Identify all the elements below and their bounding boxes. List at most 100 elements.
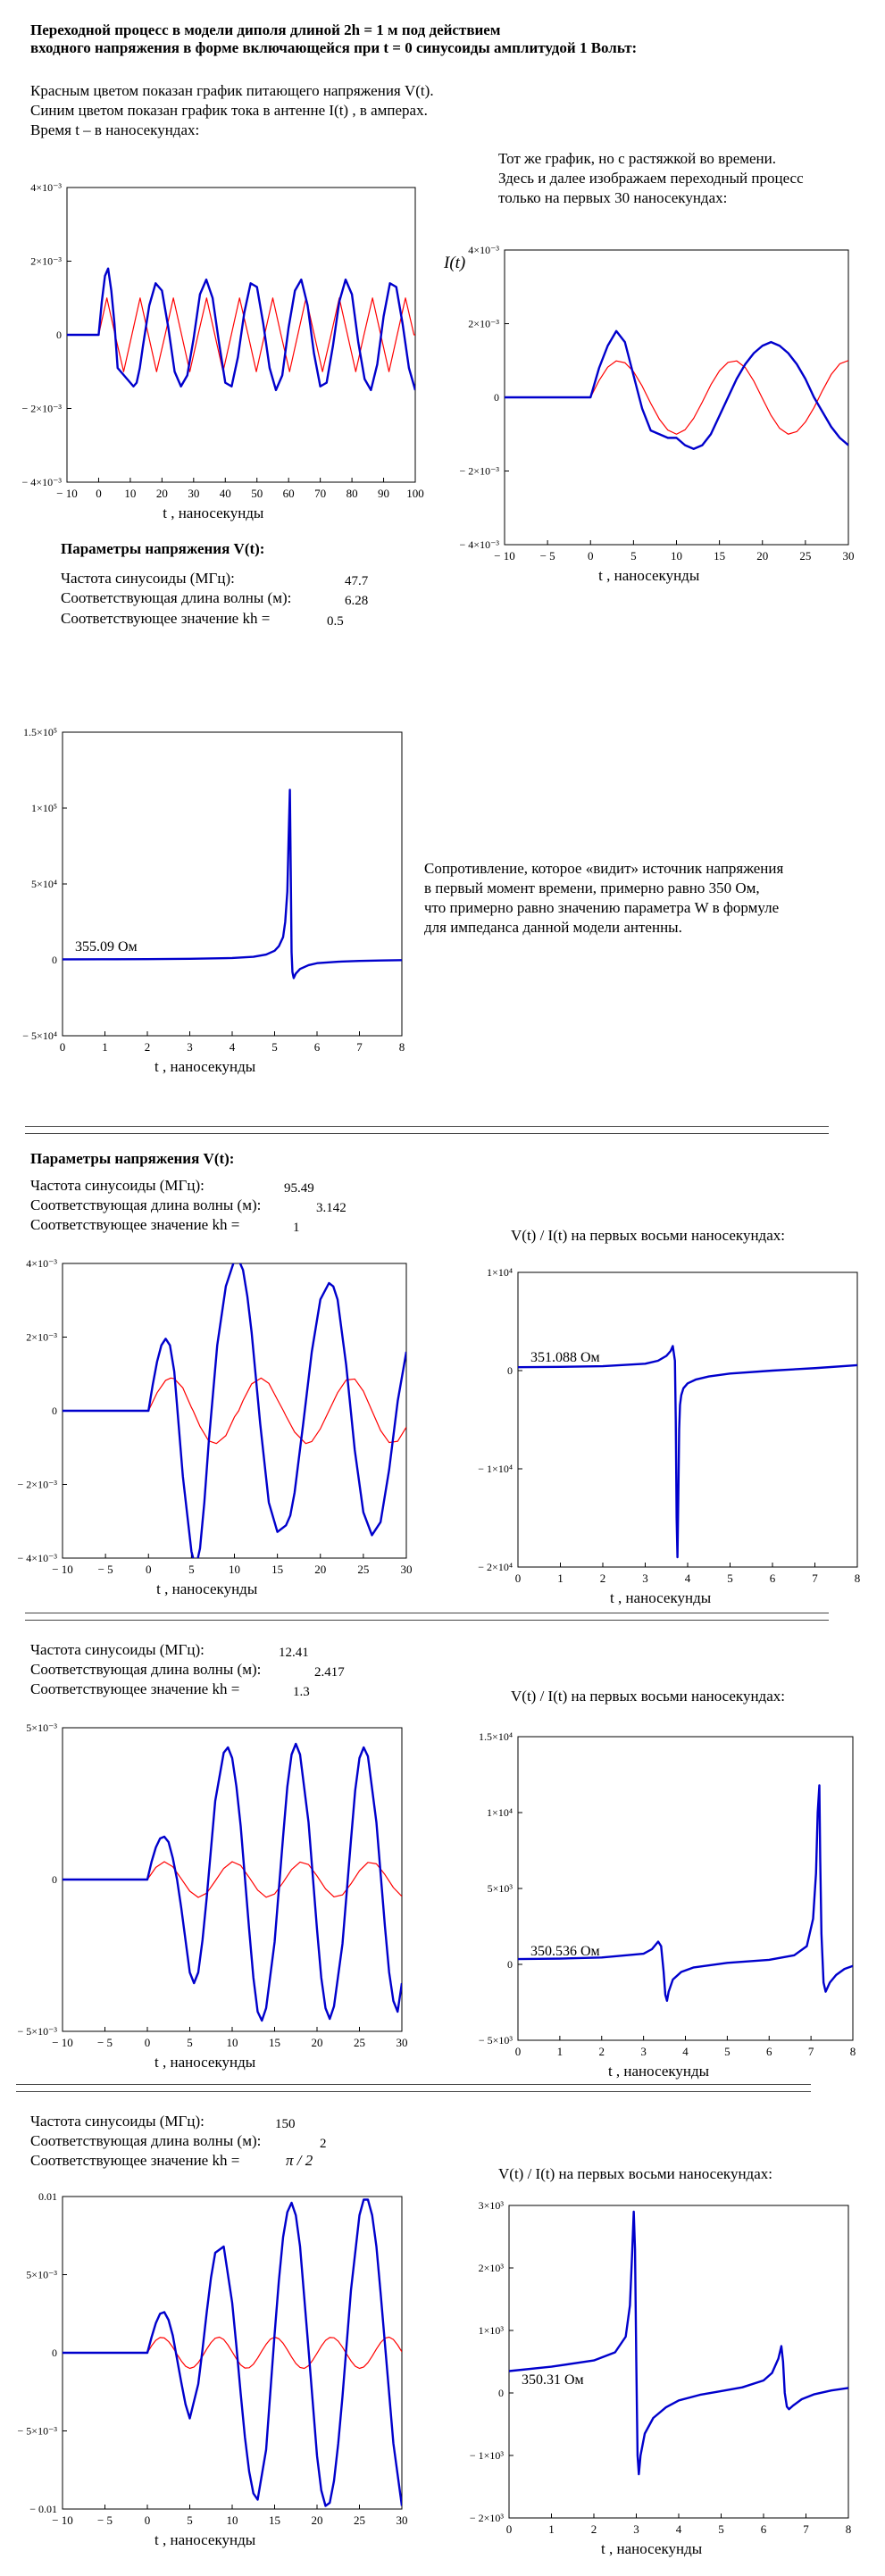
section4-ratio-caption: V(t) / I(t) на первых восьми наносекунда… [498,2165,772,2182]
section2-ratio-caption: V(t) / I(t) на первых восьми наносекунда… [511,1227,785,1244]
side-note-line2: Здесь и далее изображаем переходный проц… [498,170,804,187]
x-tick-label: 20 [312,2513,323,2527]
section2-wave-label: Соответствующая длина волны (м): [30,1196,262,1213]
x-tick-label: 0 [515,2045,522,2058]
section3-freq-value: 12.41 [279,1646,309,1660]
x-tick-label: − 10 [52,1563,73,1576]
section2-kh-label: Соответствующее значение kh = [30,1216,240,1233]
x-tick-label: 8 [846,2522,852,2536]
y-tick-label: − 2×10⁻³ [18,1479,58,1491]
x-tick-label: 1 [557,1571,564,1585]
x-tick-label: 30 [188,487,199,500]
x-tick-label: 70 [314,487,326,500]
section2-wave-value: 3.142 [316,1201,346,1215]
section1-kh-label: Соответствующее значение kh = [61,610,271,627]
x-tick-label: 7 [803,2522,809,2536]
x-tick-label: 30 [397,2513,408,2527]
x-tick-label: 20 [314,1563,326,1576]
x-tick-label: 20 [156,487,168,500]
intro-time-line: Время t – в наносекундах: [30,121,200,138]
voltage-series-line [63,2336,402,2370]
x-tick-label: 2 [145,1040,151,1054]
x-tick-label: 80 [346,487,358,500]
x-tick-label: 25 [354,2036,365,2049]
plot-frame [62,731,403,1037]
y-tick-label: 0 [56,329,62,341]
x-tick-label: 90 [378,487,389,500]
x-tick-label: 60 [283,487,295,500]
x-tick-label: 2 [599,2045,605,2058]
page-title-line1: Переходной процесс в модели диполя длино… [30,21,501,38]
divider [16,2091,811,2092]
x-tick-label: 0 [145,2036,151,2049]
y-tick-label: − 5×10⁻³ [18,2425,58,2438]
intro-blue-line: Синим цветом показан график тока в антен… [30,102,428,119]
y-tick-label: 2×10³ [479,2262,505,2274]
y-tick-label: 5×10³ [488,1882,513,1895]
impedance-annotation: 351.088 Ом [530,1350,600,1365]
x-tick-label: 10 [671,549,682,563]
x-axis-label: t , наносекунды [598,567,700,584]
x-tick-label: 8 [399,1040,405,1054]
y-tick-label: 5×10⁻³ [26,1722,57,1734]
x-tick-label: 0 [145,2513,151,2527]
y-tick-label: 4×10⁻³ [26,1257,57,1270]
plot-frame [517,1736,854,2041]
x-tick-label: 0 [506,2522,513,2536]
chart-current-kh-pi-2: − 10 − 5 0 5 10 15 20 25 30 0.01 5×10⁻³ 0 − 5×10⁻³ − … [18,2190,408,2548]
y-tick-label: 2×10⁻³ [30,255,62,268]
x-tick-label: 15 [714,549,725,563]
x-tick-label: 3 [633,2522,639,2536]
section2-freq-value: 95.49 [284,1181,314,1196]
y-tick-label: 0 [507,1364,513,1377]
x-tick-label: 0 [146,1563,152,1576]
divider [25,1620,829,1621]
x-tick-label: 15 [269,2513,280,2527]
voltage-series-line [63,1377,406,1445]
section3-wave-value: 2.417 [314,1665,345,1680]
x-tick-label: 8 [850,2045,856,2058]
y-tick-label: 1×10⁴ [487,1806,513,1819]
x-tick-label: 6 [761,2522,767,2536]
x-axis-label: t , наносекунды [154,1058,256,1075]
x-axis-label: t , наносекунды [601,2540,703,2557]
x-axis-label: t , наносекунды [154,2054,256,2071]
y-tick-label: 0 [507,1958,513,1971]
x-tick-label: 0 [96,487,102,500]
y-tick-label: 5×10⁴ [31,878,57,890]
y-tick-label: 0 [52,2347,57,2359]
x-tick-label: 5 [724,2045,731,2058]
x-tick-label: 3 [642,1571,648,1585]
chart-current-100ns: − 10 0 10 20 30 40 50 60 70 80 90 100 4×10⁻³ 2×10⁻³ 0 −… [22,181,424,521]
x-tick-label: 10 [227,2513,238,2527]
x-axis-label: t , наносекунды [163,504,264,521]
y-tick-label: 1×10⁵ [31,802,57,814]
y-tick-label: 0 [52,1405,57,1417]
y-tick-label: 0.01 [38,2190,57,2203]
x-tick-label: 20 [312,2036,323,2049]
current-series-line [67,267,415,392]
x-tick-label: 6 [770,1571,776,1585]
x-tick-label: 5 [188,1563,195,1576]
x-tick-label: 1 [557,2045,564,2058]
divider [25,1126,829,1127]
y-tick-label: − 4×10⁻³ [18,1552,58,1564]
section2-kh-value: 1 [293,1221,300,1235]
x-tick-label: − 10 [52,2513,73,2527]
x-tick-label: 40 [220,487,231,500]
x-tick-label: − 5 [97,2036,113,2049]
x-tick-label: 50 [251,487,263,500]
x-tick-label: 2 [591,2522,597,2536]
plot-frame [508,2205,849,2519]
y-tick-label: 3×10³ [479,2199,505,2212]
x-axis-label: t , наносекунды [156,1580,258,1597]
y-tick-label: 1×10⁴ [487,1266,513,1279]
current-series-line [518,1345,857,1559]
current-series-line [63,2198,402,2507]
y-tick-label: 0 [52,1873,57,1886]
x-axis-label: t , наносекунды [154,2531,256,2548]
x-tick-label: 6 [766,2045,772,2058]
y-axis-label: I(t) [443,254,465,272]
